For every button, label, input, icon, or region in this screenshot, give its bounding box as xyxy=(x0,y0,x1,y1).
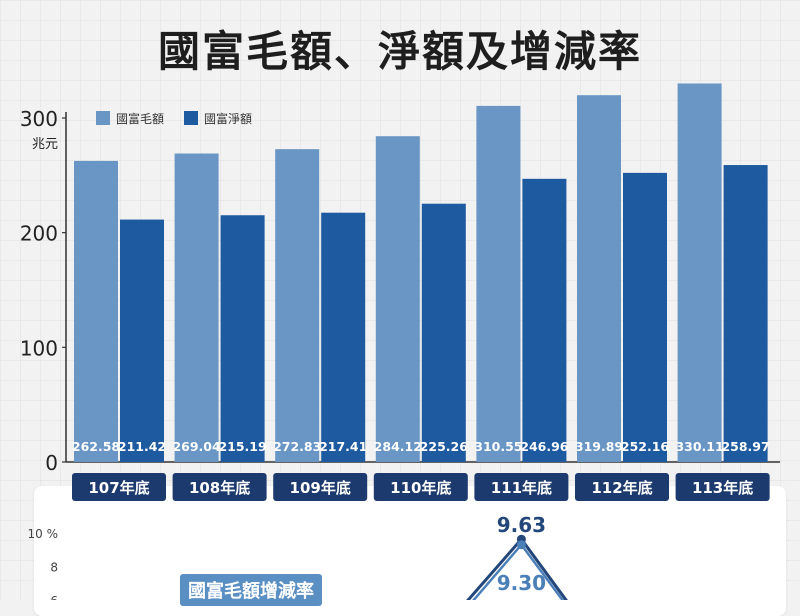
year-label-bg xyxy=(72,473,166,501)
legend-label-gross: 國富毛額 xyxy=(116,111,164,126)
bar-gross xyxy=(275,149,320,462)
legend-label-net: 國富淨額 xyxy=(204,111,252,126)
rate-y-tick-label: 8 xyxy=(50,561,58,575)
bar-value-net: 258.97 xyxy=(721,439,769,454)
bar-value-gross: 310.55 xyxy=(474,439,522,454)
year-label-bg xyxy=(172,473,267,501)
bar-value-gross: 269.04 xyxy=(172,439,221,454)
bar-value-net: 225.26 xyxy=(420,439,469,454)
bar-value-net: 246.96 xyxy=(520,439,569,454)
rate-point-label: 9.30 xyxy=(497,571,546,595)
bar-net xyxy=(321,212,366,462)
bar-net xyxy=(623,172,667,462)
legend-swatch-gross xyxy=(96,111,110,125)
bar-net xyxy=(120,219,164,462)
bar-value-gross: 262.58 xyxy=(72,439,120,454)
rate-point-label: 9.63 xyxy=(497,513,546,537)
year-label: 113年底 xyxy=(692,479,753,497)
bar-gross xyxy=(375,136,420,463)
bar-value-net: 215.19 xyxy=(218,439,266,454)
y-tick-label: 200 xyxy=(20,222,58,246)
year-label-bg xyxy=(273,473,368,501)
legend-swatch-net xyxy=(184,111,198,125)
bar-net xyxy=(522,178,567,462)
year-label: 110年底 xyxy=(390,479,451,497)
bar-net xyxy=(421,203,466,462)
bar-value-net: 211.42 xyxy=(118,439,166,454)
y-tick-label: 100 xyxy=(20,336,58,360)
year-label: 112年底 xyxy=(591,479,652,497)
year-label-bg xyxy=(575,473,669,501)
y-tick-label: 0 xyxy=(45,451,58,475)
year-label-bg xyxy=(675,473,770,501)
bar-net xyxy=(220,215,265,462)
bar-gross xyxy=(677,83,722,462)
bar-gross xyxy=(74,160,118,462)
bar-gross xyxy=(476,105,521,463)
bar-value-gross: 272.83 xyxy=(273,439,321,454)
year-label: 111年底 xyxy=(491,479,552,497)
bar-value-net: 217.41 xyxy=(319,439,367,454)
line-chart-panel xyxy=(34,486,786,616)
year-label-bg xyxy=(373,473,468,501)
gross-rate-label: 國富毛額增減率 xyxy=(180,574,322,606)
year-label: 107年底 xyxy=(88,479,149,497)
year-label: 109年底 xyxy=(290,479,351,497)
page-title: 國富毛額、淨額及增減率 xyxy=(157,27,642,76)
year-label: 108年底 xyxy=(189,479,250,497)
bar-value-gross: 319.89 xyxy=(575,439,623,454)
bar-value-gross: 330.11 xyxy=(675,439,723,454)
bar-value-gross: 284.12 xyxy=(374,439,422,454)
y-tick-label: 300 xyxy=(20,107,58,131)
bar-gross xyxy=(577,95,621,462)
rate-point xyxy=(516,540,526,550)
bar-value-net: 252.16 xyxy=(621,439,670,454)
rate-y-tick-label: 10 % xyxy=(28,527,59,541)
y-axis-unit: 兆元 xyxy=(32,137,58,152)
bar-net xyxy=(723,165,768,462)
year-label-bg xyxy=(474,473,569,501)
rate-y-tick-label: 6 xyxy=(50,594,58,600)
bar-gross xyxy=(174,153,219,462)
